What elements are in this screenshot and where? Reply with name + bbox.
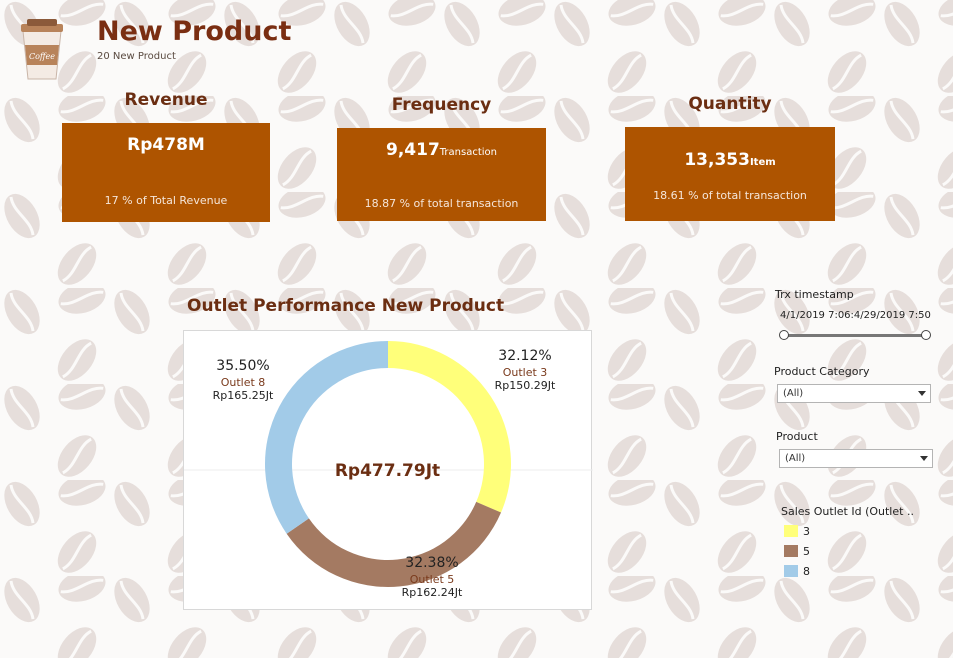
kpi-quantity-note: 18.61 % of total transaction [653,189,807,202]
legend-label-3[interactable]: 3 [803,525,810,538]
legend-swatch-8[interactable] [784,565,798,577]
slice-value: Rp162.24Jt [401,586,463,600]
category-filter-label: Product Category [774,365,870,378]
legend-swatch-3[interactable] [784,525,798,537]
product-dropdown-value: (All) [785,453,806,464]
legend-swatch-5[interactable] [784,545,798,557]
slice-label-outlet-3: 32.12% Outlet 3 Rp150.29Jt [484,348,566,393]
slice-outlet: Outlet 8 [220,375,266,389]
kpi-frequency-value: 9,417Transaction [386,140,497,160]
donut-chart [184,341,593,587]
slice-label-outlet-8: 35.50% Outlet 8 Rp165.25Jt [202,358,284,403]
donut-slice-outlet-3[interactable] [388,341,511,513]
donut-chart-panel: Rp477.79Jt 32.12% Outlet 3 Rp150.29Jt 32… [183,330,593,610]
legend-label-8[interactable]: 8 [803,565,810,578]
product-filter-label: Product [776,430,818,443]
chart-total-value: Rp477.79Jt [334,461,441,481]
slice-pct: 32.12% [498,348,552,364]
kpi-revenue-label: Revenue [124,90,208,110]
slice-pct: 35.50% [216,358,270,374]
donut-slice-outlet-8[interactable] [265,341,388,534]
slice-value: Rp165.25Jt [212,389,274,403]
timestamp-slider-track[interactable] [784,334,926,337]
coffee-cup-logo: Coffee [21,19,63,80]
slider-end-handle[interactable] [921,330,931,340]
legend-title: Sales Outlet Id (Outlet .. [781,505,914,518]
kpi-revenue-card: Rp478M 17 % of Total Revenue [62,123,270,222]
kpi-quantity-card: 13,353Item 18.61 % of total transaction [625,127,835,221]
product-dropdown[interactable]: (All) [779,449,933,468]
slider-start-handle[interactable] [779,330,789,340]
page-subtitle: 20 New Product [97,51,176,62]
category-dropdown[interactable]: (All) [777,384,931,403]
slice-value: Rp150.29Jt [494,379,556,393]
page-title: New Product [97,16,292,47]
chevron-down-icon[interactable] [916,450,932,467]
timestamp-range-value: 4/1/2019 7:06:4/29/2019 7:50 [780,310,931,321]
slice-label-outlet-5: 32.38% Outlet 5 Rp162.24Jt [387,555,477,600]
timestamp-filter-label: Trx timestamp [775,288,854,301]
chart-title: Outlet Performance New Product [187,296,505,316]
slice-outlet: Outlet 5 [409,572,455,586]
kpi-frequency-label: Frequency [391,95,492,115]
donut-slice-outlet-5[interactable] [286,501,502,587]
legend-label-5[interactable]: 5 [803,545,810,558]
kpi-revenue-value: Rp478M [127,135,205,155]
chevron-down-icon[interactable] [914,385,930,402]
kpi-quantity-value: 13,353Item [684,150,776,170]
kpi-frequency-card: 9,417Transaction 18.87 % of total transa… [337,128,546,221]
kpi-revenue-note: 17 % of Total Revenue [104,194,228,207]
slice-pct: 32.38% [405,555,459,571]
kpi-frequency-note: 18.87 % of total transaction [364,197,519,210]
logo-text: Coffee [29,52,55,61]
category-dropdown-value: (All) [783,388,804,399]
kpi-quantity-label: Quantity [688,94,772,114]
slice-outlet: Outlet 3 [502,365,548,379]
